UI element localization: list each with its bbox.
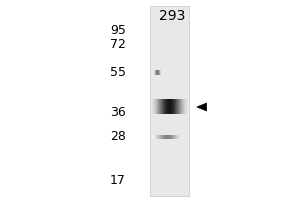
Text: 17: 17 [110, 174, 126, 188]
Bar [172, 99, 173, 114]
Bar [164, 99, 165, 114]
Bar [156, 99, 157, 114]
Bar [178, 99, 179, 114]
Bar [165, 99, 166, 114]
Bar [160, 99, 161, 114]
Bar [174, 99, 175, 114]
Bar [155, 99, 156, 114]
Bar [152, 99, 153, 114]
Bar [157, 99, 158, 114]
Bar [175, 99, 176, 114]
Bar [187, 99, 188, 114]
Text: 28: 28 [110, 130, 126, 144]
Bar [184, 99, 185, 114]
Bar [151, 99, 152, 114]
Bar [171, 99, 172, 114]
Bar [161, 99, 162, 114]
Text: 36: 36 [110, 106, 126, 119]
Bar [162, 99, 163, 114]
Bar [179, 99, 180, 114]
Bar [183, 99, 184, 114]
Text: 293: 293 [159, 9, 186, 23]
Bar [166, 99, 167, 114]
Text: 55: 55 [110, 66, 126, 79]
Polygon shape [196, 103, 207, 111]
Bar [186, 99, 187, 114]
Bar [160, 99, 161, 114]
Bar [185, 99, 186, 114]
Bar [159, 99, 160, 114]
Bar [181, 99, 182, 114]
Bar [158, 99, 159, 114]
Bar [170, 99, 171, 114]
Bar [163, 99, 164, 114]
Bar [169, 99, 170, 114]
Bar [177, 99, 178, 114]
Bar [180, 99, 181, 114]
Bar [153, 99, 154, 114]
Bar [154, 99, 155, 114]
Bar [154, 99, 155, 114]
Bar [182, 99, 183, 114]
Bar [167, 99, 168, 114]
Text: 95: 95 [110, 24, 126, 38]
Bar [176, 99, 177, 114]
Text: 72: 72 [110, 38, 126, 51]
Bar [169, 99, 170, 114]
Bar [150, 6, 189, 196]
Bar [168, 99, 169, 114]
Bar [173, 99, 174, 114]
